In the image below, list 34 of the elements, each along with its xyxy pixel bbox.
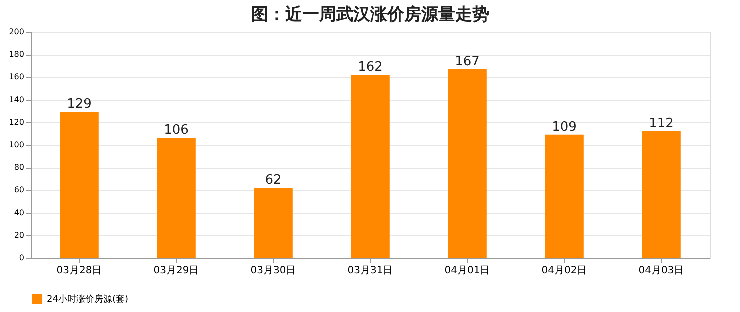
data-label: 106 — [164, 123, 189, 138]
bar — [545, 134, 584, 258]
bar — [254, 188, 293, 258]
y-tick-label: 200 — [9, 28, 24, 36]
bar — [157, 138, 196, 258]
data-label: 167 — [455, 54, 480, 70]
y-tick-label: 40 — [14, 208, 24, 218]
data-label: 62 — [265, 172, 282, 188]
x-tick-label: 03月28日 — [56, 266, 102, 276]
legend-label: 24小时涨价房源(套) — [47, 294, 128, 305]
bar — [448, 69, 487, 258]
y-tick-label: 160 — [9, 72, 24, 82]
x-tick-label: 03月29日 — [154, 266, 200, 276]
chart-title: 图：近一周武汉涨价房源量走势 — [252, 5, 490, 25]
x-tick-label: 04月03日 — [638, 266, 684, 276]
data-label: 162 — [358, 60, 383, 75]
x-tick-label: 04月02日 — [542, 266, 588, 276]
y-tick-label: 20 — [14, 230, 24, 240]
bar — [642, 131, 681, 258]
data-label: 129 — [67, 97, 92, 112]
y-tick-label: 180 — [9, 50, 24, 60]
y-tick-label: 0 — [19, 254, 24, 262]
y-tick-label: 60 — [14, 186, 24, 195]
data-label: 112 — [649, 116, 674, 132]
y-tick-label: 80 — [14, 163, 24, 172]
y-tick-label: 120 — [9, 118, 24, 127]
y-tick-label: 100 — [9, 140, 24, 150]
x-tick-label: 03月31日 — [348, 266, 394, 276]
y-tick-label: 140 — [9, 95, 24, 104]
x-tick-label: 04月01日 — [444, 266, 490, 276]
bar — [351, 74, 390, 258]
x-tick-label: 03月30日 — [250, 266, 296, 276]
data-label: 109 — [552, 120, 577, 135]
bar — [60, 112, 99, 258]
